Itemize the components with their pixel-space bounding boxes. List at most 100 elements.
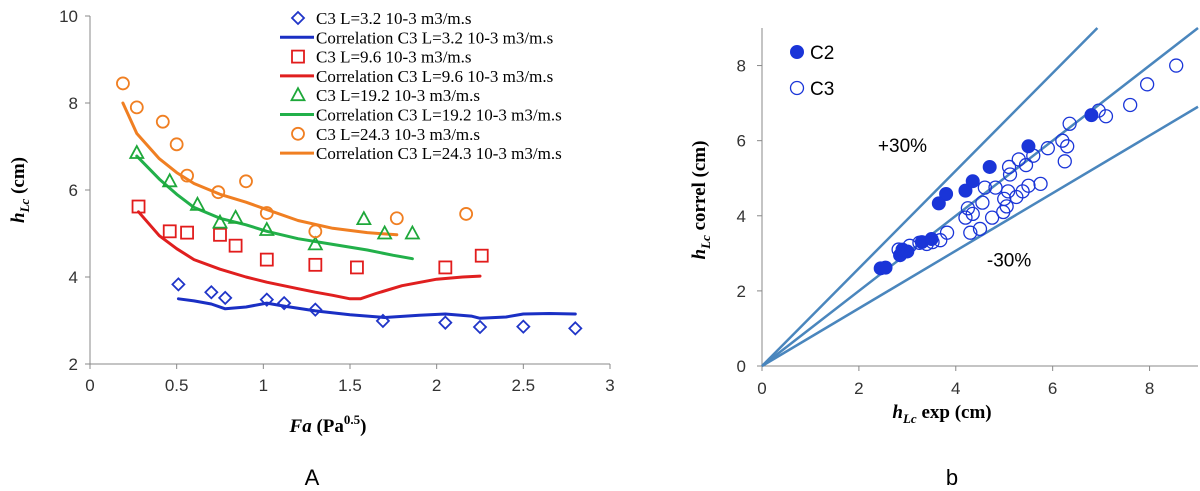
- data-point: [1139, 77, 1155, 92]
- chart-b-panel-label: b: [946, 465, 958, 490]
- data-point: [131, 199, 146, 214]
- data-point: [982, 159, 997, 174]
- data-point: [258, 221, 275, 236]
- data-point: [211, 185, 226, 200]
- data-point: [1098, 109, 1114, 124]
- chart-b-data: +30% -30%: [761, 27, 1199, 368]
- data-point: [169, 137, 184, 152]
- data-point: [204, 284, 219, 300]
- data-point: [939, 186, 954, 201]
- data-point: [180, 168, 194, 183]
- data-point: [999, 199, 1014, 214]
- x-title-italic: Fa: [289, 416, 313, 437]
- legend-entry: Correlation C3 L=3.2 10-3 m3/m.s: [316, 28, 553, 47]
- legend-marker: [289, 86, 307, 102]
- legend-entry: Correlation C3 L=9.6 10-3 m3/m.s: [316, 67, 553, 86]
- data-point: [259, 292, 275, 307]
- y-title-sub: Lc: [698, 235, 713, 250]
- x-title-sup: 0.5: [344, 412, 361, 427]
- y-tick-label: 8: [737, 57, 746, 76]
- y-tick-label: 8: [69, 94, 78, 113]
- chart-b-x-axis-title: hLc exp (cm): [892, 402, 991, 426]
- data-point: [1033, 176, 1048, 192]
- x-tick-label: 6: [1048, 379, 1057, 398]
- legend-entry: C3: [810, 79, 834, 100]
- data-point: [228, 238, 243, 253]
- data-point: [925, 234, 940, 250]
- x-tick-label: 2: [854, 379, 863, 398]
- data-point: [1060, 139, 1075, 154]
- x-title-unit: (Pa: [312, 416, 345, 437]
- data-point: [1062, 116, 1077, 131]
- data-point: [474, 248, 489, 263]
- data-point: [1057, 154, 1072, 169]
- data-point: [116, 76, 130, 91]
- data-point: [984, 210, 1000, 225]
- data-point: [1169, 58, 1184, 73]
- x-tick-label: 0.5: [165, 376, 189, 395]
- data-point: [259, 252, 274, 267]
- y-tick-label: 6: [69, 181, 78, 200]
- data-point: [217, 290, 233, 306]
- data-point: [307, 235, 324, 251]
- x-tick-label: 0: [85, 376, 94, 395]
- data-point: [376, 224, 393, 240]
- data-point: [975, 195, 990, 210]
- data-point: [472, 319, 488, 335]
- data-point: [162, 224, 177, 239]
- legend-marker: [789, 80, 805, 96]
- legend-entry: C2: [810, 43, 834, 64]
- x-tick-label: 8: [1145, 379, 1154, 398]
- x-tick-label: 3: [605, 376, 614, 395]
- y-tick-label: 2: [737, 282, 746, 301]
- data-point: [171, 277, 186, 292]
- x-tick-label: 1.5: [338, 376, 362, 395]
- chart-a-panel-label: A: [305, 465, 320, 490]
- data-point: [180, 225, 194, 240]
- data-point: [1091, 103, 1106, 118]
- y-tick-label: 10: [59, 7, 78, 26]
- y-tick-label: 6: [737, 132, 746, 151]
- data-point: [958, 210, 973, 225]
- data-point: [239, 174, 253, 189]
- chart-a: 0 0.5 1 1.5 2 2.5 3 2 4 6 8 10 C3 L=3.2 10-3 m3/m.s…: [8, 7, 615, 490]
- x-tick-label: 0: [757, 379, 766, 398]
- legend-marker: [790, 45, 804, 59]
- data-point: [389, 211, 404, 226]
- chart-a-x-axis-title: Fa (Pa0.5): [289, 412, 367, 437]
- data-point: [350, 260, 364, 275]
- x-tick-label: 4: [951, 379, 960, 398]
- data-point: [438, 315, 453, 330]
- data-point: [1011, 152, 1026, 167]
- y-title-main: h: [8, 212, 29, 223]
- data-point: [375, 313, 391, 329]
- data-point: [308, 257, 323, 272]
- data-point: [958, 183, 973, 198]
- data-point: [902, 238, 917, 253]
- data-point: [155, 114, 170, 129]
- data-point: [977, 180, 992, 195]
- y-tick-label: 0: [737, 357, 746, 376]
- data-point: [965, 174, 980, 189]
- data-point: [1123, 97, 1138, 113]
- series-line: [121, 101, 399, 237]
- data-point: [1040, 141, 1055, 156]
- chart-b-axes: 0 2 4 6 8 0 2 4 6 8: [737, 28, 1198, 398]
- data-point: [963, 225, 978, 240]
- data-point: [1026, 148, 1041, 163]
- x-title-rest: exp (cm): [917, 402, 992, 423]
- y-title-rest: correl (cm): [689, 141, 710, 236]
- y-title-sub: Lc: [17, 198, 32, 213]
- chart-b-y-axis-title: hLc correl (cm): [689, 141, 713, 260]
- series-line: [137, 210, 482, 301]
- data-point: [997, 191, 1012, 207]
- reference-line: [761, 105, 1199, 368]
- data-point: [568, 321, 583, 336]
- data-point: [227, 208, 244, 224]
- data-point: [459, 207, 474, 221]
- data-point: [878, 260, 893, 275]
- x-title-main: h: [892, 402, 903, 423]
- data-point: [895, 244, 910, 259]
- data-point: [128, 144, 145, 159]
